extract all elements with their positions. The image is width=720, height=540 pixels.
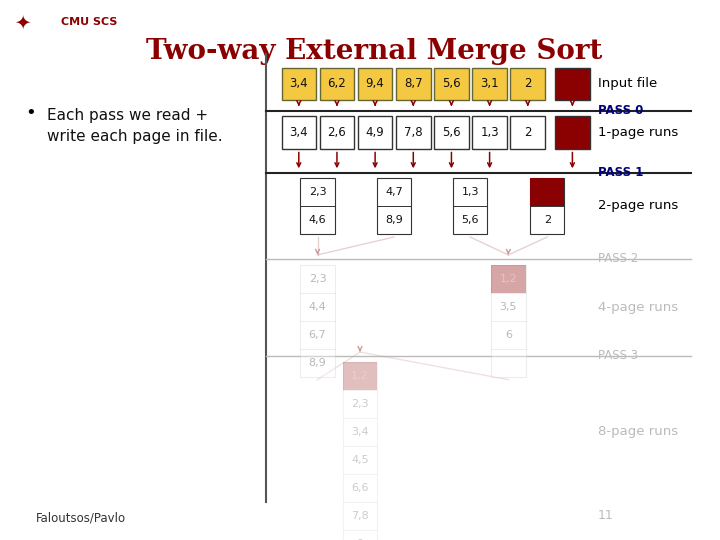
- Text: 8,9: 8,9: [309, 358, 326, 368]
- Text: 3,5: 3,5: [500, 302, 517, 312]
- Text: 2,3: 2,3: [351, 399, 369, 409]
- Text: 6,2: 6,2: [328, 77, 346, 90]
- Text: 3,4: 3,4: [289, 77, 308, 90]
- Bar: [472, 116, 507, 148]
- Bar: [472, 68, 507, 100]
- Text: 7,8: 7,8: [404, 126, 423, 139]
- Bar: [491, 265, 526, 377]
- Bar: [396, 116, 431, 148]
- Bar: [282, 68, 316, 100]
- Bar: [358, 68, 392, 100]
- Text: 2: 2: [524, 77, 531, 90]
- Bar: [300, 265, 335, 377]
- Bar: [530, 178, 564, 234]
- Text: 5,6: 5,6: [442, 126, 461, 139]
- Text: 3,1: 3,1: [480, 77, 499, 90]
- Bar: [343, 362, 377, 390]
- Bar: [282, 116, 316, 148]
- Bar: [434, 68, 469, 100]
- Text: 2,3: 2,3: [309, 187, 326, 197]
- Text: 8-page runs: 8-page runs: [598, 426, 678, 438]
- Text: 4,9: 4,9: [366, 126, 384, 139]
- Text: 4,7: 4,7: [385, 187, 402, 197]
- Text: 8,7: 8,7: [404, 77, 423, 90]
- Bar: [510, 68, 545, 100]
- Text: Each pass we read +
write each page in file.: Each pass we read + write each page in f…: [47, 108, 222, 144]
- Text: 3,4: 3,4: [351, 427, 369, 437]
- Text: 1,3: 1,3: [480, 126, 499, 139]
- Text: ✦: ✦: [14, 14, 31, 32]
- Text: 4,4: 4,4: [309, 302, 326, 312]
- Text: 11: 11: [598, 509, 613, 522]
- Text: PASS 0: PASS 0: [598, 104, 643, 117]
- Bar: [343, 362, 377, 540]
- Text: Input file: Input file: [598, 77, 657, 90]
- Text: 5,6: 5,6: [462, 215, 479, 225]
- Text: 2: 2: [544, 215, 551, 225]
- Text: 4-page runs: 4-page runs: [598, 301, 678, 314]
- Text: 1,2: 1,2: [500, 274, 517, 284]
- Text: 2-page runs: 2-page runs: [598, 199, 678, 212]
- Bar: [320, 68, 354, 100]
- Text: CMU SCS: CMU SCS: [61, 17, 117, 28]
- Text: Faloutsos/Pavlo: Faloutsos/Pavlo: [36, 512, 126, 525]
- Text: 4,6: 4,6: [309, 215, 326, 225]
- Text: 9: 9: [356, 539, 364, 540]
- Text: 8,9: 8,9: [385, 215, 402, 225]
- Bar: [300, 178, 335, 234]
- Text: 2: 2: [524, 126, 531, 139]
- Text: •: •: [25, 104, 36, 123]
- Text: PASS 1: PASS 1: [598, 166, 643, 179]
- Bar: [555, 68, 590, 100]
- Text: 6: 6: [505, 330, 512, 340]
- Bar: [434, 116, 469, 148]
- Text: 2,6: 2,6: [328, 126, 346, 139]
- Bar: [453, 178, 487, 234]
- Bar: [320, 116, 354, 148]
- Text: 7,8: 7,8: [351, 511, 369, 521]
- Text: PASS 3: PASS 3: [598, 349, 638, 362]
- Text: 1-page runs: 1-page runs: [598, 126, 678, 139]
- Text: PASS 2: PASS 2: [598, 252, 638, 265]
- Text: 3,4: 3,4: [289, 126, 308, 139]
- Text: 9,4: 9,4: [366, 77, 384, 90]
- Text: 6,6: 6,6: [351, 483, 369, 493]
- Bar: [377, 178, 411, 234]
- Text: 1,3: 1,3: [462, 187, 479, 197]
- Text: Two-way External Merge Sort: Two-way External Merge Sort: [146, 38, 603, 65]
- Text: 6,7: 6,7: [309, 330, 326, 340]
- Text: 4,5: 4,5: [351, 455, 369, 465]
- Text: 1,2: 1,2: [351, 371, 369, 381]
- Bar: [510, 116, 545, 148]
- Text: 5,6: 5,6: [442, 77, 461, 90]
- Bar: [555, 116, 590, 148]
- Bar: [491, 265, 526, 293]
- Bar: [530, 178, 564, 206]
- Bar: [358, 116, 392, 148]
- Bar: [396, 68, 431, 100]
- Text: 2,3: 2,3: [309, 274, 326, 284]
